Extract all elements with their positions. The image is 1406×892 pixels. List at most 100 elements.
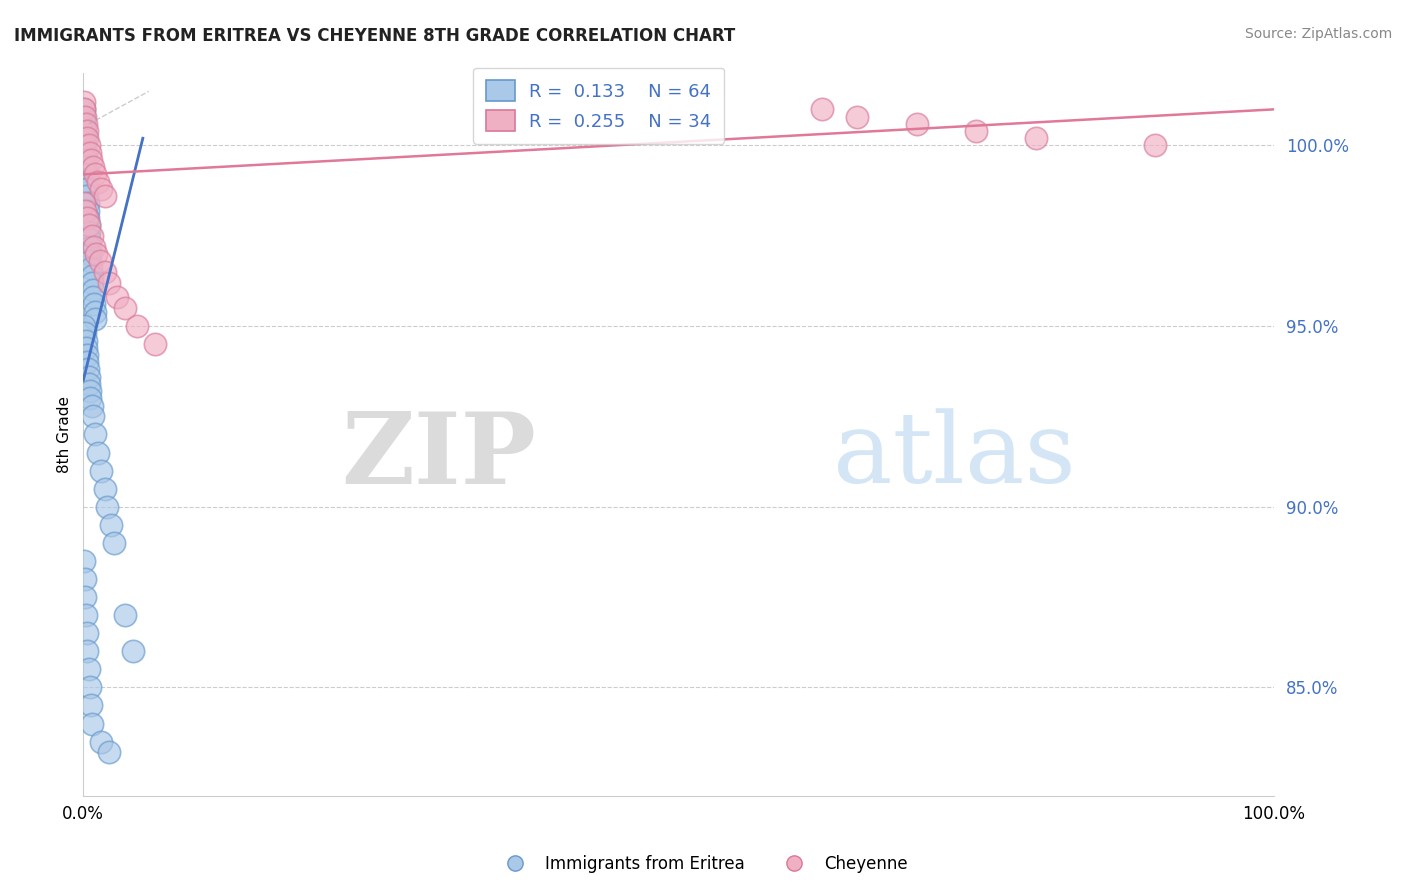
Point [1025,131,1047,145]
Point [83,304,105,318]
Point [77,369,100,384]
Point [73,117,96,131]
Point [125,319,148,334]
Point [79,254,101,268]
Point [79,247,101,261]
Point [77,218,100,232]
Point [77,376,100,391]
Legend: Immigrants from Eritrea, Cheyenne: Immigrants from Eritrea, Cheyenne [491,848,915,880]
Point [80,698,103,713]
Point [73,103,96,117]
Point [80,228,103,243]
Point [93,482,115,496]
Point [75,334,97,348]
Point [73,110,96,124]
Point [75,608,97,623]
Point [75,326,97,341]
Point [76,182,98,196]
Point [73,572,96,586]
Point [83,239,105,253]
Point [105,290,128,304]
Point [83,297,105,311]
Text: IMMIGRANTS FROM ERITREA VS CHEYENNE 8TH GRADE CORRELATION CHART: IMMIGRANTS FROM ERITREA VS CHEYENNE 8TH … [14,27,735,45]
Point [73,554,96,568]
Point [84,427,107,442]
Point [76,644,98,658]
Point [82,290,104,304]
Point [79,681,101,695]
Point [82,716,104,731]
Legend: R =  0.133    N = 64, R =  0.255    N = 34: R = 0.133 N = 64, R = 0.255 N = 34 [474,68,724,144]
Point [77,662,100,676]
Point [73,319,96,334]
Point [100,517,122,532]
Point [76,175,98,189]
Point [93,265,115,279]
Point [75,117,97,131]
Point [77,225,100,239]
Point [75,131,97,145]
Point [114,608,136,623]
Point [90,734,112,748]
Y-axis label: 8th Grade: 8th Grade [58,396,72,473]
Point [73,124,96,138]
Point [143,337,166,351]
Point [77,218,100,232]
Point [114,301,136,315]
Text: Source: ZipAtlas.com: Source: ZipAtlas.com [1244,27,1392,41]
Point [96,500,118,514]
Point [76,348,98,362]
Point [82,283,104,297]
Point [77,362,100,376]
Point [77,203,100,218]
Point [75,138,97,153]
Point [82,276,104,290]
Point [76,355,98,369]
Point [75,590,97,604]
Point [122,644,145,658]
Point [76,196,98,211]
Point [103,536,125,550]
Point [73,103,96,117]
Point [73,95,96,109]
Point [98,276,121,290]
Point [76,167,98,181]
Point [90,182,112,196]
Point [82,409,104,424]
Point [76,124,98,138]
Point [846,110,869,124]
Point [75,145,97,160]
Point [1143,138,1166,153]
Point [79,392,101,406]
Point [75,160,97,174]
Point [75,203,97,218]
Point [80,268,103,283]
Point [76,211,98,225]
Point [82,160,104,174]
Point [98,746,121,760]
Point [89,254,111,268]
Point [77,211,100,225]
Point [79,239,101,253]
Point [77,138,100,153]
Point [75,110,97,124]
Point [90,464,112,478]
Point [75,153,97,167]
Point [80,261,103,276]
Text: ZIP: ZIP [340,408,536,505]
Point [79,384,101,398]
Text: atlas: atlas [834,409,1076,504]
Point [86,247,108,261]
Point [73,196,96,211]
Point [77,232,100,246]
Point [905,117,928,131]
Point [76,189,98,203]
Point [86,175,108,189]
Point [84,311,107,326]
Point [76,626,98,640]
Point [79,145,101,160]
Point [965,124,987,138]
Point [93,189,115,203]
Point [86,445,108,459]
Point [80,399,103,413]
